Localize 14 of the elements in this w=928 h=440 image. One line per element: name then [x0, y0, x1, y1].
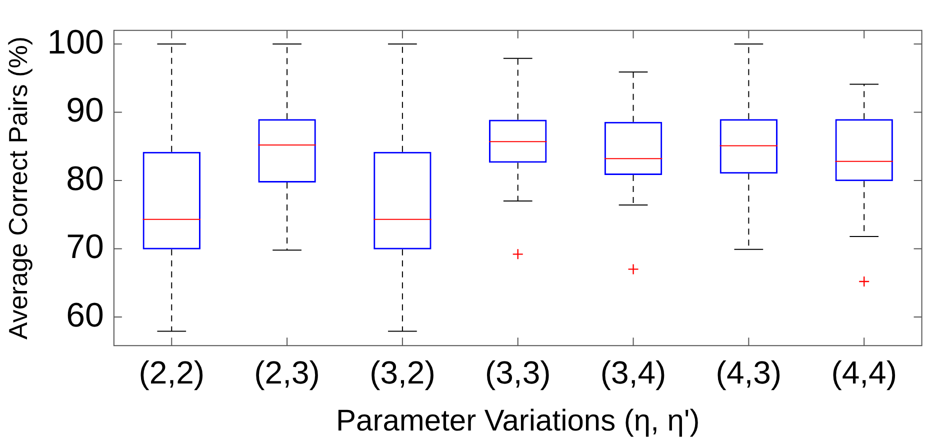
x-tick-label: (2,3)	[254, 354, 320, 391]
x-tick-label: (2,2)	[138, 354, 205, 391]
x-tick-label: (4,3)	[716, 354, 782, 391]
y-tick-label: 100	[47, 23, 104, 62]
x-tick-label: (3,2)	[370, 354, 436, 391]
x-tick-label: (4,4)	[831, 354, 897, 391]
y-tick-label: 90	[66, 92, 104, 130]
x-tick-label: (3,3)	[484, 354, 551, 391]
y-tick-label: 60	[66, 296, 104, 334]
y-tick-label: 80	[66, 160, 104, 198]
x-axis-title: Parameter Variations (η, η')	[336, 404, 700, 438]
x-tick-label: (3,4)	[600, 354, 666, 391]
y-axis-title: Average Correct Pairs (%)	[2, 36, 33, 340]
y-tick-label: 70	[66, 228, 104, 266]
